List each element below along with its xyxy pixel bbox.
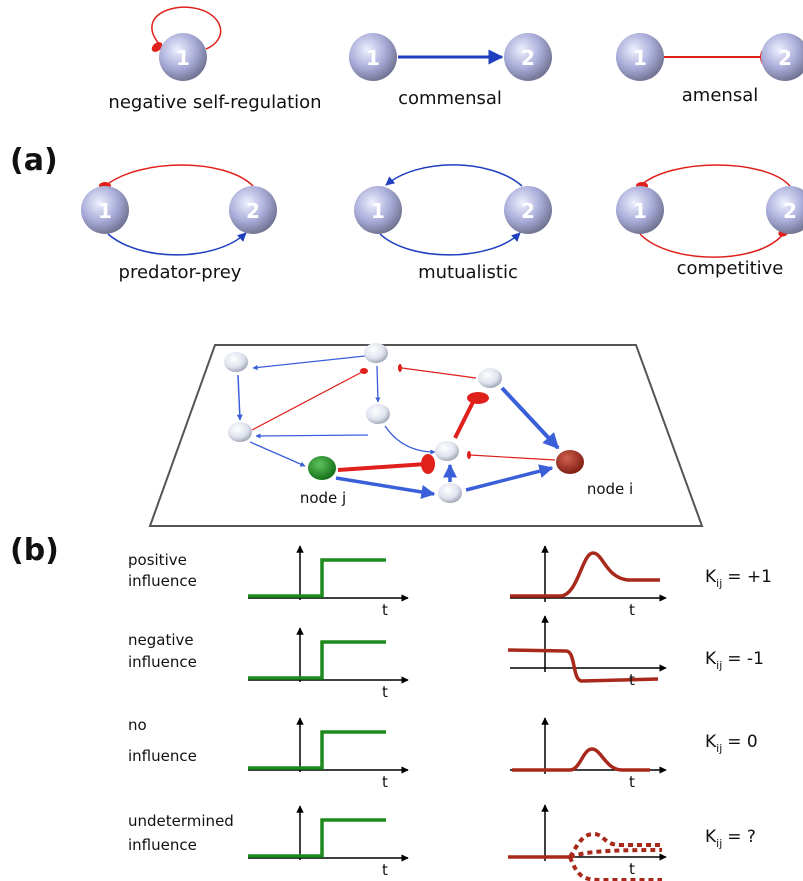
- figure: (a) 1 negative self-regulation 1 2 commensal 1…: [0, 0, 803, 881]
- network-node-label: node i: [587, 480, 633, 498]
- axis-label: t: [382, 861, 388, 879]
- motif-caption: negative self-regulation: [108, 92, 321, 113]
- row-label: negative influence: [128, 631, 197, 671]
- panel-label: (a): [10, 143, 58, 178]
- k-subscript: ij: [716, 659, 722, 672]
- k-label: Kij= -1: [705, 649, 764, 672]
- motif-caption: predator-prey: [119, 262, 242, 283]
- node-label: 2: [246, 199, 260, 223]
- node-label: 1: [633, 199, 647, 223]
- axis-label: t: [629, 860, 635, 878]
- network: [150, 343, 702, 526]
- output-signal-possible: [570, 834, 662, 857]
- output-signal-possible: [570, 850, 662, 857]
- node-label: 1: [98, 199, 112, 223]
- motif-caption: mutualistic: [418, 262, 518, 283]
- node-label: 2: [521, 199, 535, 223]
- input-signal: [248, 560, 386, 596]
- network-node-label: node j: [300, 489, 346, 507]
- k-value: = 0: [727, 732, 757, 752]
- node-label: 2: [521, 46, 535, 70]
- motif-caption: commensal: [398, 88, 502, 109]
- k-label: Kij= +1: [705, 567, 772, 590]
- row-label: undetermined influence: [128, 812, 234, 854]
- node-label: 1: [633, 46, 647, 70]
- k-value: = ?: [727, 827, 756, 847]
- panel-label: (b): [10, 533, 59, 568]
- axis-label: t: [629, 671, 635, 689]
- axis-label: t: [629, 601, 635, 619]
- motif-caption: amensal: [682, 85, 758, 106]
- axis-label: t: [382, 683, 388, 701]
- motif-caption: competitive: [677, 258, 784, 279]
- axis-label: t: [382, 601, 388, 619]
- row-label: no influence: [128, 716, 197, 765]
- axis-label: t: [629, 773, 635, 791]
- k-value: = +1: [727, 567, 772, 587]
- k-subscript: ij: [716, 577, 722, 590]
- row-label-line: undetermined: [128, 812, 234, 830]
- node-label: 1: [371, 199, 385, 223]
- output-signal-possible: [570, 857, 662, 880]
- row-label-line: positive: [128, 551, 187, 569]
- input-signal: [248, 820, 386, 856]
- node-label: 2: [778, 46, 792, 70]
- row-label-line: influence: [128, 836, 197, 854]
- page: { "panel_a": { "label": "(a)", "motifs":…: [0, 0, 803, 881]
- output-signal: [508, 650, 658, 681]
- k-subscript: ij: [716, 837, 722, 850]
- k-label: Kij= 0: [705, 732, 758, 755]
- row-label-line: negative: [128, 631, 194, 649]
- row-label-line: influence: [128, 653, 197, 671]
- input-signal: [248, 642, 386, 678]
- row-label: positive influence: [128, 551, 197, 590]
- row-label-line: influence: [128, 572, 197, 590]
- row-label-line: influence: [128, 747, 197, 765]
- k-label: Kij= ?: [705, 827, 756, 850]
- axis-label: t: [382, 773, 388, 791]
- row-label-line: no: [128, 716, 147, 734]
- output-signal: [512, 749, 650, 770]
- input-signal: [248, 732, 386, 768]
- k-value: = -1: [727, 649, 764, 669]
- output-signal: [510, 553, 660, 596]
- node-label: 1: [176, 46, 190, 70]
- k-subscript: ij: [716, 742, 722, 755]
- node-label: 2: [783, 199, 797, 223]
- node-label: 1: [366, 46, 380, 70]
